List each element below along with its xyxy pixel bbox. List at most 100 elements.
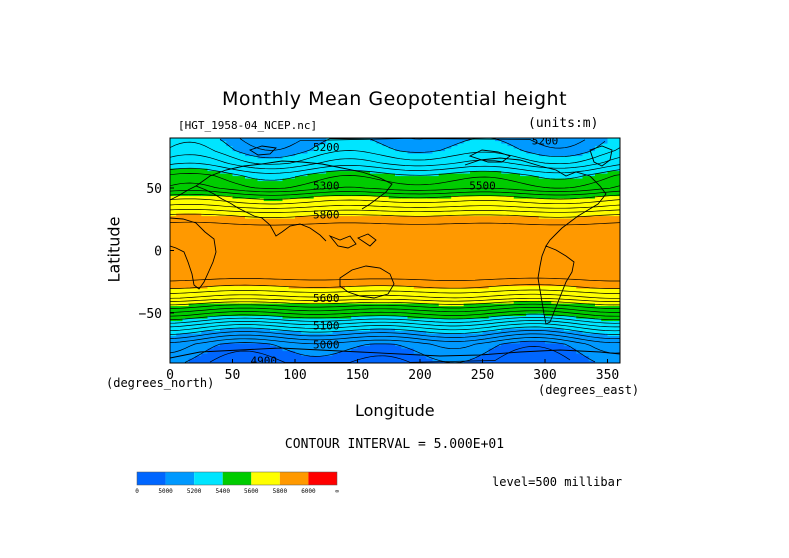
heat-cell xyxy=(226,273,234,277)
heat-cell xyxy=(282,208,290,212)
heat-cell xyxy=(226,175,234,179)
heat-cell xyxy=(507,345,515,349)
heat-cell xyxy=(232,330,240,334)
heat-cell xyxy=(513,260,521,264)
heat-cell xyxy=(220,358,227,362)
heat-cell xyxy=(432,273,440,277)
heat-cell xyxy=(470,178,477,182)
heat-cell xyxy=(270,265,277,269)
heat-cell xyxy=(363,360,371,363)
heat-cell xyxy=(457,163,465,167)
heat-cell xyxy=(207,245,215,249)
heat-cell xyxy=(251,318,259,322)
heat-cell xyxy=(251,308,259,312)
heat-cell xyxy=(263,338,271,342)
heat-cell xyxy=(451,313,459,317)
heat-cell xyxy=(407,358,415,362)
heat-cell xyxy=(488,173,496,177)
heat-cell xyxy=(351,215,359,219)
heat-cell xyxy=(476,265,484,269)
heat-cell xyxy=(488,265,496,269)
heat-cell xyxy=(188,210,196,214)
heat-cell xyxy=(470,330,477,334)
heat-cell xyxy=(188,158,196,162)
heat-cell xyxy=(245,330,252,334)
heat-cell xyxy=(401,165,409,169)
heat-cell xyxy=(470,218,477,222)
heat-cell xyxy=(476,280,484,284)
heat-cell xyxy=(201,305,209,309)
heat-cell xyxy=(488,178,496,182)
heat-cell xyxy=(301,198,309,202)
heat-cell xyxy=(501,295,509,299)
heat-cell xyxy=(420,140,427,144)
heat-cell xyxy=(320,215,327,219)
heat-cell xyxy=(251,220,259,224)
heat-cell xyxy=(432,170,440,174)
heat-cell xyxy=(476,153,484,157)
heat-cell xyxy=(513,295,521,299)
heat-cell xyxy=(363,325,371,329)
heat-cell xyxy=(195,348,202,352)
heat-cell xyxy=(307,145,315,149)
heat-cell xyxy=(438,183,446,187)
heat-cell xyxy=(276,248,284,252)
heat-cell xyxy=(382,308,390,312)
heat-cell xyxy=(488,213,496,217)
heat-cell xyxy=(513,255,521,259)
heat-cell xyxy=(238,215,246,219)
heat-cell xyxy=(257,220,265,224)
heat-cell xyxy=(470,315,477,319)
heat-cell xyxy=(407,333,415,337)
heat-cell xyxy=(488,235,496,239)
heat-cell xyxy=(438,145,446,149)
heat-cell xyxy=(482,248,490,252)
heat-cell xyxy=(495,153,502,157)
heat-cell xyxy=(207,220,215,224)
heat-cell xyxy=(388,140,396,144)
heat-cell xyxy=(276,160,284,164)
heat-cell xyxy=(382,315,390,319)
heat-cell xyxy=(463,283,471,287)
heat-cell xyxy=(188,143,196,147)
heat-cell xyxy=(257,145,265,149)
heat-cell xyxy=(263,255,271,259)
heat-cell xyxy=(313,355,321,359)
heat-cell xyxy=(476,250,484,254)
heat-cell xyxy=(170,295,177,299)
heat-cell xyxy=(376,210,384,214)
heat-cell xyxy=(388,228,396,232)
heat-cell xyxy=(363,310,371,314)
heat-cell xyxy=(226,255,234,259)
heat-cell xyxy=(432,333,440,337)
heat-cell xyxy=(245,320,252,324)
heat-cell xyxy=(482,220,490,224)
heat-cell xyxy=(482,355,490,359)
heat-cell xyxy=(476,148,484,152)
heat-cell xyxy=(326,265,334,269)
heat-cell xyxy=(257,355,265,359)
heat-cell xyxy=(295,148,302,152)
heat-cell xyxy=(357,285,365,289)
heat-cell xyxy=(376,235,384,239)
heat-cell xyxy=(188,270,196,274)
heat-cell xyxy=(307,335,315,339)
heat-cell xyxy=(313,183,321,187)
heat-cell xyxy=(251,140,259,144)
heat-cell xyxy=(420,293,427,297)
heat-cell xyxy=(320,218,327,222)
heat-cell xyxy=(188,218,196,222)
heat-cell xyxy=(213,343,221,347)
heat-cell xyxy=(363,265,371,269)
heat-cell xyxy=(451,355,459,359)
heat-cell xyxy=(207,175,215,179)
heat-cell xyxy=(220,155,227,159)
heat-cell xyxy=(470,210,477,214)
heat-cell xyxy=(295,145,302,149)
heat-cell xyxy=(501,175,509,179)
heat-cell xyxy=(276,280,284,284)
heat-cell xyxy=(282,345,290,349)
heat-cell xyxy=(313,288,321,292)
heat-cell xyxy=(213,355,221,359)
heat-cell xyxy=(257,175,265,179)
